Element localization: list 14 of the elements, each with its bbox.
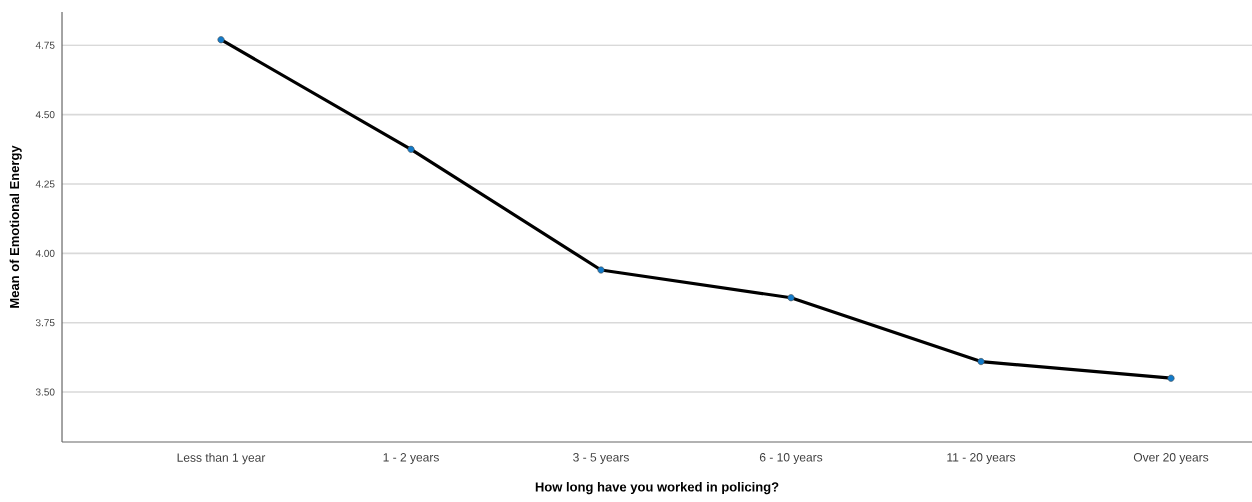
y-tick-label: 4.50 [35, 111, 55, 119]
y-tick-label: 4.00 [35, 249, 55, 257]
y-tick-label: 3.50 [35, 388, 55, 396]
x-tick-label: 6 - 10 years [759, 453, 823, 464]
x-tick-label: Less than 1 year [177, 453, 266, 465]
x-tick-label: Over 20 years [1133, 453, 1209, 464]
y-tick-label: 4.25 [35, 180, 55, 188]
x-tick-label: 1 - 2 years [383, 453, 439, 464]
x-tick-label: 11 - 20 years [947, 453, 1016, 464]
y-axis-title: Mean of Emotional Energy [9, 145, 22, 308]
x-axis-title: How long have you worked in policing? [535, 481, 779, 495]
y-tick-label: 4.75 [35, 41, 55, 49]
y-tick-label: 3.75 [35, 319, 55, 327]
x-tick-label: 3 - 5 years [573, 453, 629, 464]
